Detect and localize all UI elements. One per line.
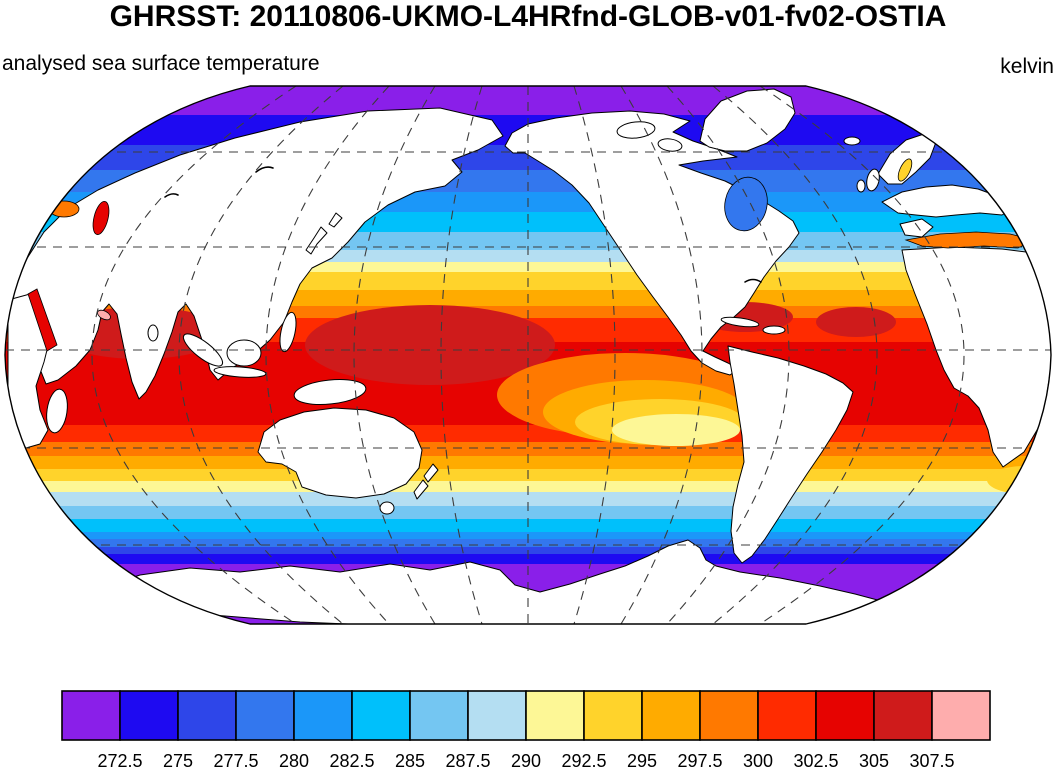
island-ireland bbox=[856, 179, 866, 193]
meridian-9 bbox=[666, 86, 790, 624]
colorbar: 272.5 275 277.5 280 282.5 285 287.5 290 292.5 295… bbox=[61, 690, 991, 768]
colorbar-segment bbox=[467, 690, 527, 741]
colorbar-tick-label: 290 bbox=[511, 751, 541, 768]
island-new-guinea bbox=[293, 378, 367, 406]
baltic-sea bbox=[897, 158, 913, 182]
meridian-11 bbox=[759, 86, 965, 624]
variable-label: analysed sea surface temperature bbox=[2, 52, 320, 75]
island-japan-hokkaido bbox=[328, 212, 343, 228]
black-sea bbox=[48, 200, 80, 218]
colorbar-segment bbox=[119, 690, 179, 741]
colorbar-segment bbox=[61, 690, 121, 741]
colorbar-tick-label: 305 bbox=[859, 751, 889, 768]
map-outline bbox=[4, 85, 1052, 625]
colorbar-tick-label: 280 bbox=[279, 751, 309, 768]
persian-gulf bbox=[97, 309, 111, 321]
islands-canadian-arctic-2 bbox=[657, 138, 683, 152]
graticule bbox=[5, 86, 1051, 624]
colorbar-segment bbox=[757, 690, 817, 741]
hudson-bay bbox=[724, 176, 768, 232]
colorbar-tick-label: 292.5 bbox=[561, 751, 606, 768]
island-new-zealand-south bbox=[413, 479, 429, 500]
meridian-1 bbox=[91, 86, 297, 624]
continent-north-america bbox=[504, 110, 800, 376]
island-cuba bbox=[720, 316, 760, 328]
colorbar-segment bbox=[351, 690, 411, 741]
island-hispaniola bbox=[762, 325, 786, 335]
colorbar-tick-label: 272.5 bbox=[97, 751, 142, 768]
continent-antarctica bbox=[94, 539, 901, 624]
meridian-10 bbox=[712, 86, 878, 624]
island-sri-lanka bbox=[147, 324, 159, 342]
figure-title: GHRSST: 20110806-UKMO-L4HRfnd-GLOB-v01-f… bbox=[110, 0, 947, 33]
island-philippines bbox=[279, 311, 297, 353]
island-madagascar bbox=[46, 388, 68, 434]
island-iceland bbox=[843, 136, 861, 146]
colorbar-tick-label: 285 bbox=[395, 751, 425, 768]
colorbar-segment bbox=[177, 690, 237, 741]
island-tasmania bbox=[379, 501, 395, 515]
continent-south-america bbox=[727, 345, 854, 564]
colorbar-segment bbox=[525, 690, 585, 741]
colorbar-tick-label: 277.5 bbox=[213, 751, 258, 768]
colorbar-segment bbox=[235, 690, 295, 741]
region-scandinavia bbox=[877, 133, 937, 185]
region-iberia bbox=[899, 218, 934, 238]
inland-seas bbox=[27, 158, 1036, 352]
continent-australia bbox=[257, 407, 423, 499]
colorbar-tick-label: 295 bbox=[627, 751, 657, 768]
colorbar-tick-label: 275 bbox=[163, 751, 193, 768]
island-new-zealand-north bbox=[423, 463, 439, 483]
colorbar-tick-label: 297.5 bbox=[677, 751, 722, 768]
lake-balkhash bbox=[164, 193, 179, 198]
colorbar-segment bbox=[583, 690, 643, 741]
colorbar-tick-label: 302.5 bbox=[793, 751, 838, 768]
colorbar-tick-label: 287.5 bbox=[445, 751, 490, 768]
colorbar-segment bbox=[815, 690, 875, 741]
red-sea bbox=[27, 288, 58, 352]
units-label: kelvin bbox=[1000, 55, 1054, 78]
great-lakes bbox=[744, 278, 762, 283]
colorbar-tick-label: 282.5 bbox=[329, 751, 374, 768]
colorbar-segment bbox=[293, 690, 353, 741]
meridian-5 bbox=[440, 86, 483, 624]
island-greenland bbox=[699, 88, 796, 152]
continents bbox=[7, 88, 1051, 624]
colorbar-segment bbox=[699, 690, 759, 741]
colorbar-tick-label: 307.5 bbox=[909, 751, 954, 768]
meridian-2 bbox=[178, 86, 344, 624]
meridian-3 bbox=[265, 86, 390, 624]
colorbar-segment bbox=[409, 690, 469, 741]
colorbar-segment bbox=[873, 690, 933, 741]
islands-canadian-arctic-1 bbox=[616, 121, 656, 139]
lake-baikal bbox=[255, 166, 274, 173]
caspian-sea bbox=[92, 201, 110, 235]
colorbar-segment bbox=[931, 690, 991, 741]
island-java bbox=[213, 366, 267, 378]
colorbar-tick-label: 300 bbox=[743, 751, 773, 768]
colorbar-segment bbox=[641, 690, 701, 741]
meridian-7 bbox=[573, 86, 616, 624]
island-borneo bbox=[226, 339, 262, 367]
world-map bbox=[4, 85, 1052, 625]
